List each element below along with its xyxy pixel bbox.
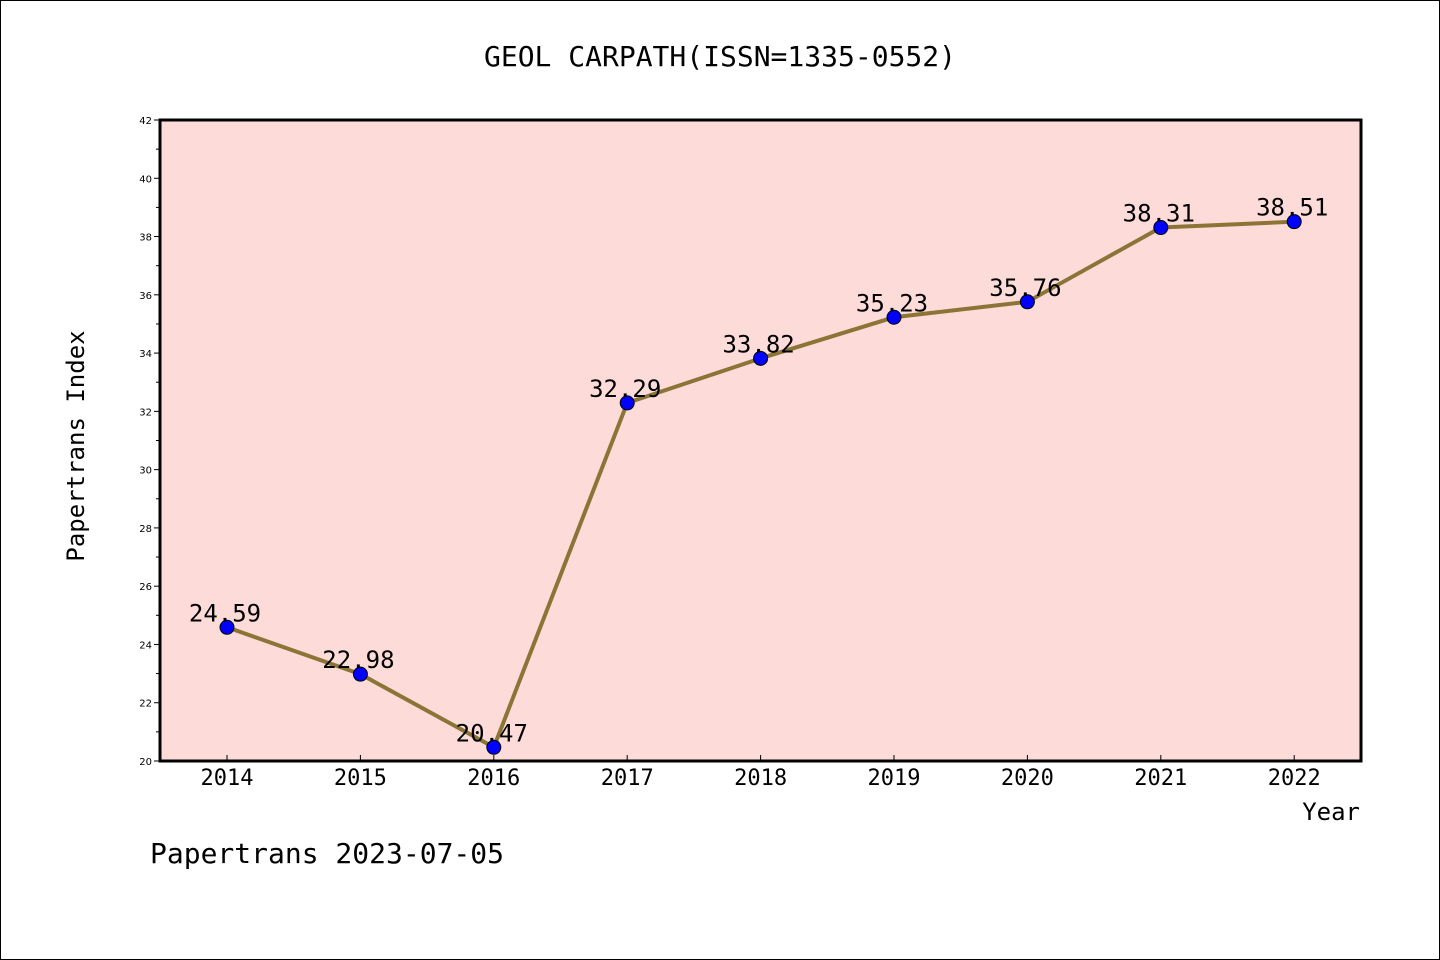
data-point [352, 666, 368, 682]
y-tick-label: 36 [139, 291, 152, 302]
data-label: 32.29 [589, 375, 661, 403]
y-tick-label: 40 [139, 174, 152, 185]
y-tick-label: 32 [139, 407, 152, 418]
data-labels: 24.59 22.98 20.47 32.29 33.82 35.23 35.76 38.31… [189, 194, 1328, 748]
x-tick-label: 2018 [734, 766, 787, 791]
x-tick-label: 2019 [868, 766, 921, 791]
data-label: 20.47 [456, 719, 528, 747]
footer-note: Papertrans 2023-07-05 [150, 837, 504, 870]
data-label: 38.51 [1256, 194, 1328, 222]
data-point [1019, 294, 1035, 310]
x-tick-label: 2021 [1134, 766, 1187, 791]
data-label: 38.31 [1123, 200, 1195, 228]
y-axis: 20 22 24 26 28 30 32 34 36 38 40 42 [139, 116, 160, 768]
y-tick-label: 34 [139, 349, 152, 360]
data-label: 35.76 [989, 274, 1061, 302]
y-axis-title: Papertrans Index [62, 330, 90, 561]
data-label: 35.23 [856, 289, 928, 317]
x-tick-label: 2017 [601, 766, 654, 791]
x-tick-label: 2015 [334, 766, 387, 791]
x-tick-label: 2016 [467, 766, 520, 791]
y-tick-label: 20 [139, 757, 152, 768]
data-point [1286, 214, 1302, 230]
series-line [219, 214, 1302, 755]
x-axis-title: Year [1302, 798, 1360, 826]
y-tick-label: 26 [139, 582, 152, 593]
y-tick-label: 22 [139, 699, 152, 710]
y-tick-label: 28 [139, 524, 152, 535]
data-point [1153, 220, 1169, 236]
data-label: 22.98 [322, 646, 394, 674]
data-label: 24.59 [189, 599, 261, 627]
y-tick-label: 42 [139, 116, 152, 127]
x-axis: 2014 2015 2016 2017 2018 2019 2020 2021 2022 [201, 755, 1321, 791]
y-tick-label: 38 [139, 233, 152, 244]
data-point [753, 350, 769, 366]
x-tick-label: 2022 [1268, 766, 1321, 791]
data-point [219, 619, 235, 635]
data-point [619, 395, 635, 411]
x-tick-label: 2014 [201, 766, 254, 791]
chart-title: GEOL CARPATH(ISSN=1335-0552) [484, 40, 956, 73]
y-tick-label: 24 [139, 640, 152, 651]
y-tick-label: 30 [139, 466, 152, 477]
data-point [486, 739, 502, 755]
x-tick-label: 2020 [1001, 766, 1054, 791]
data-point [886, 309, 902, 325]
data-label: 33.82 [722, 330, 794, 358]
